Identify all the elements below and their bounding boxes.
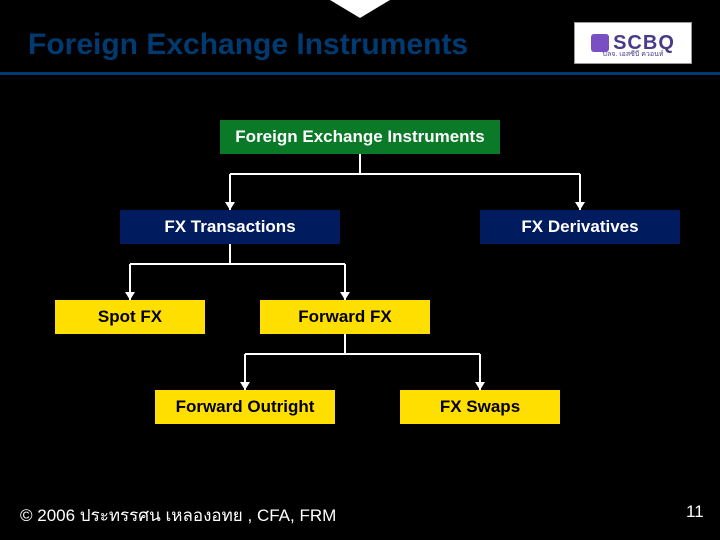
- page-number: 11: [686, 502, 704, 522]
- node-fx-swaps: FX Swaps: [400, 390, 560, 424]
- page-title: Foreign Exchange Instruments: [28, 28, 468, 62]
- arrow-down-icon: [340, 292, 350, 300]
- node-root: Foreign Exchange Instruments: [220, 120, 500, 154]
- connector-line: [229, 244, 231, 264]
- logo-subtext: บลจ. เอสซีบี ควอนท์: [575, 49, 691, 60]
- arrow-down-icon: [125, 292, 135, 300]
- connector-line: [359, 154, 361, 174]
- arrow-down-icon: [240, 382, 250, 390]
- node-fx-trans: FX Transactions: [120, 210, 340, 244]
- title-rule: [0, 72, 720, 75]
- node-spot-fx: Spot FX: [55, 300, 205, 334]
- arrow-down-icon: [475, 382, 485, 390]
- connector-line: [230, 173, 580, 175]
- connector-line: [344, 334, 346, 354]
- brand-logo: SCBQ บลจ. เอสซีบี ควอนท์: [574, 22, 692, 64]
- node-fx-deriv: FX Derivatives: [480, 210, 680, 244]
- copyright-text: © 2006 ประทรรศน เหลองอทย , CFA, FRM: [20, 502, 336, 529]
- arrow-down-icon: [575, 202, 585, 210]
- connector-line: [130, 263, 345, 265]
- arrow-down-icon: [225, 202, 235, 210]
- node-fwd-outright: Forward Outright: [155, 390, 335, 424]
- header-triangle: [330, 0, 390, 18]
- node-forward-fx: Forward FX: [260, 300, 430, 334]
- connector-line: [245, 353, 480, 355]
